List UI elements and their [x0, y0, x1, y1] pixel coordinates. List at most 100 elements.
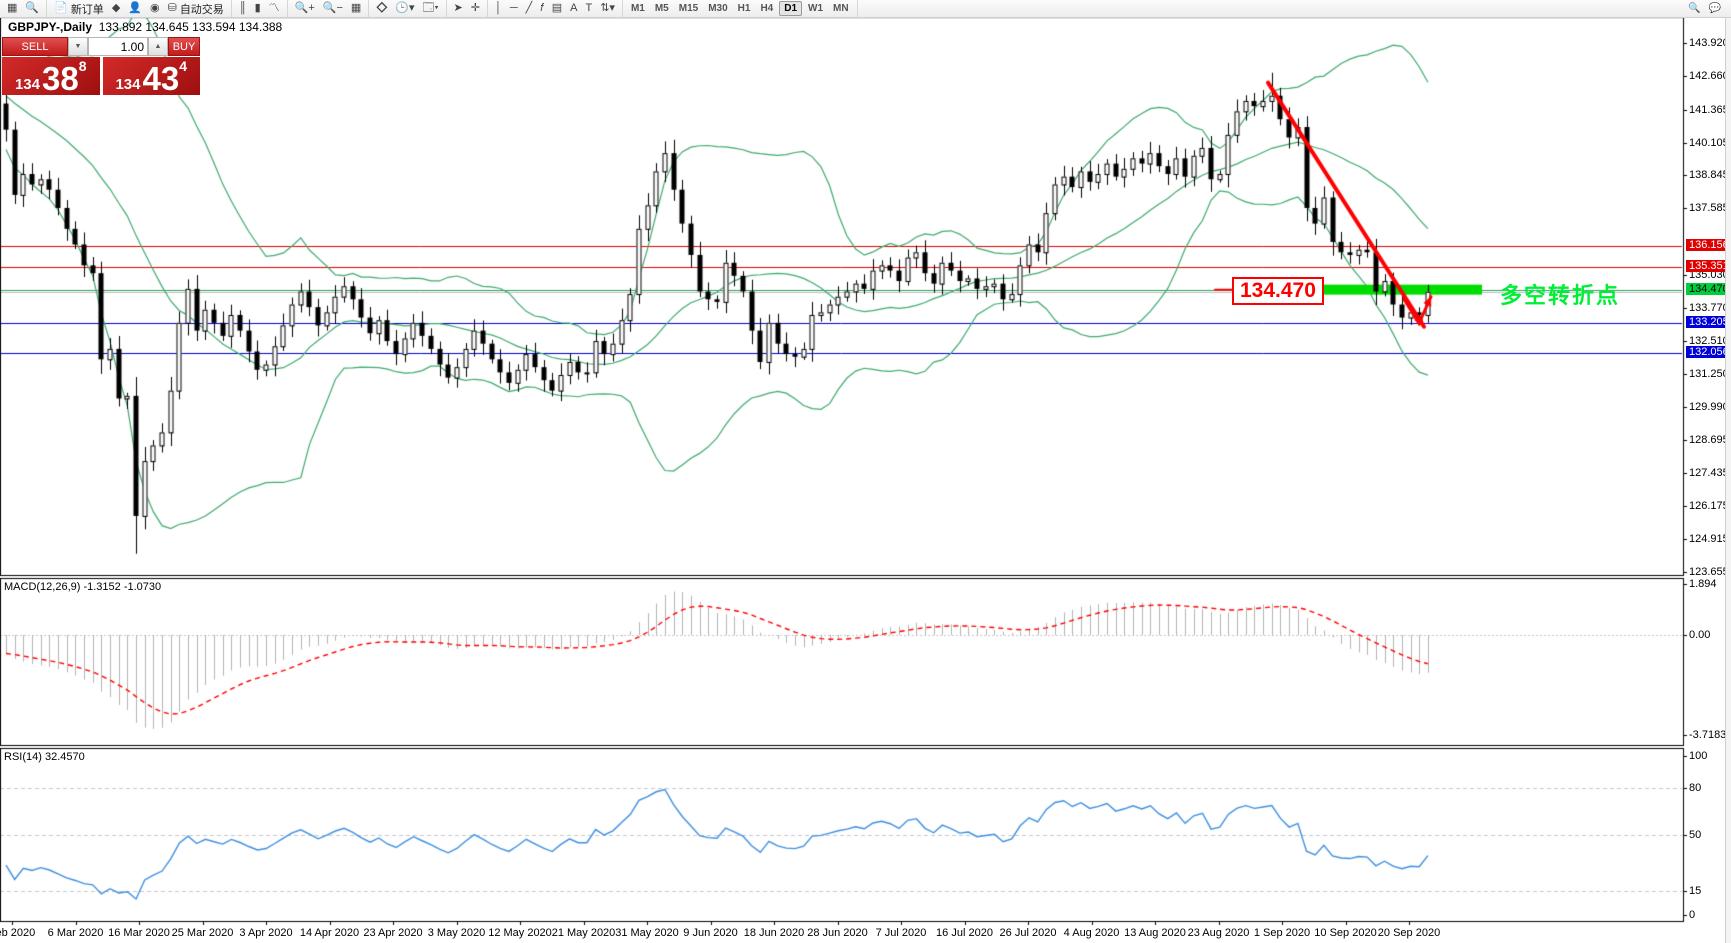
vertical-line-icon[interactable]: │	[492, 1, 505, 16]
price-tick-label: 138.845	[1689, 169, 1729, 182]
timeframe-w1[interactable]: W1	[808, 3, 824, 14]
new-order-button[interactable]: 📄 新订单	[51, 1, 107, 16]
price-level-label: 136.156	[1686, 238, 1731, 251]
rsi-level-label: 80	[1689, 782, 1702, 794]
search-icon[interactable]: 🔍	[1688, 3, 1701, 14]
horizontal-line-icon[interactable]: ─	[507, 1, 521, 16]
date-tick-label: 25 Mar 2020	[171, 927, 234, 939]
zoom-out-icon[interactable]: 🔍−	[320, 1, 346, 16]
timeframe-mn[interactable]: MN	[833, 3, 849, 14]
periods-icon[interactable]: 🕒▾	[392, 1, 417, 16]
toolbar-right: 🔍 💬	[1684, 1, 1731, 16]
zoom-in-icon[interactable]: 🔍+	[292, 1, 318, 16]
lot-increase-button[interactable]: ▲	[148, 37, 168, 56]
tile-windows-icon[interactable]: ▦	[348, 1, 364, 16]
data-window-icon[interactable]: ◆	[109, 1, 123, 16]
price-tick-label: 129.990	[1689, 400, 1729, 413]
cursor-icon[interactable]: ➤	[451, 1, 466, 16]
timeframe-m15[interactable]: M15	[678, 3, 699, 14]
date-tick-label: 10 Sep 2020	[1314, 927, 1377, 939]
date-tick-label: 23 Aug 2020	[1187, 927, 1250, 939]
tile-windows-icon: ▦	[350, 2, 362, 14]
timeframe-m1[interactable]: M1	[630, 3, 645, 14]
date-tick-label: 16 Mar 2020	[108, 927, 170, 939]
crosshair-icon[interactable]: ✛	[468, 1, 483, 16]
toolbar-group-5: ➤ ✛	[447, 0, 488, 17]
fibonacci-icon[interactable]: 𝑓	[537, 1, 546, 16]
timeframe-m30[interactable]: M30	[708, 3, 728, 14]
price-level-label: 132.056	[1686, 345, 1731, 358]
text-label-icon[interactable]: T	[582, 1, 595, 16]
periods-icon: 🕒▾	[395, 2, 415, 14]
templates-icon[interactable]: 🗔▾	[420, 1, 442, 16]
price-annotation-label[interactable]: 134.470	[1232, 277, 1324, 305]
signals-icon: ◉	[149, 2, 160, 14]
buy-big-figure: 134	[115, 76, 141, 93]
signals-icon[interactable]: ◉	[147, 1, 163, 16]
candlestick-chart-icon: ▮	[254, 2, 261, 14]
price-tick-label: 132.510	[1689, 334, 1729, 347]
ohlc-values: 133.892 134.645 133.594 134.388	[98, 20, 283, 34]
window-icon: ▦	[7, 2, 18, 14]
sell-price-box[interactable]: 134 38 8	[2, 57, 100, 95]
window-icon[interactable]: ▦	[4, 1, 20, 16]
autotrading-button[interactable]: ⛁ 自动交易	[165, 1, 227, 16]
price-tick-label: 128.695	[1689, 434, 1729, 447]
timeframe-group: M1 M5 M15 M30 H1 H4 D1 W1 MN	[623, 0, 858, 17]
buy-button[interactable]: BUY	[168, 37, 200, 56]
date-tick-label: 31 May 2020	[615, 927, 679, 939]
new-order-button: 📄	[54, 2, 68, 14]
timeframe-d1[interactable]: D1	[779, 1, 803, 16]
date-tick-label: Feb 2020	[0, 927, 36, 939]
trendline-icon[interactable]: ╱	[523, 1, 536, 16]
price-level-label: 133.205	[1686, 315, 1731, 328]
date-tick-label: 6 Mar 2020	[47, 927, 104, 939]
bar-chart-icon[interactable]: ║	[236, 1, 250, 16]
toolbar-group-3: 🔍+ 🔍− ▦	[288, 0, 370, 17]
macd-level-label: 0.00	[1689, 629, 1711, 641]
date-tick-label: 1 Sep 2020	[1253, 927, 1311, 939]
price-tick-label: 140.105	[1689, 136, 1729, 149]
toolbar-group-1: 📄 新订单 ◆ 👤 ◉ ⛁ 自动交易	[47, 0, 232, 17]
line-chart-icon: 〽	[268, 2, 280, 14]
date-tick-label: 9 Jun 2020	[683, 927, 738, 939]
turning-point-annotation[interactable]: 多空转折点	[1500, 283, 1621, 308]
lot-size-input[interactable]	[88, 37, 148, 56]
window-scrollbar-strip[interactable]	[1725, 17, 1731, 943]
text-label-icon: T	[585, 2, 593, 14]
price-tick-label: 137.585	[1689, 202, 1729, 215]
bar-chart-icon: ║	[238, 2, 247, 14]
arrows-icon[interactable]: ⇅▾	[597, 1, 618, 16]
date-tick-label: 12 May 2020	[488, 927, 552, 939]
chat-icon[interactable]: 💬	[1708, 3, 1721, 14]
date-tick-label: 18 Jun 2020	[743, 927, 805, 939]
sell-pipette: 8	[78, 58, 87, 74]
timeframe-h4[interactable]: H4	[760, 3, 774, 14]
toolbar-group-2: ║ ▮ 〽	[232, 0, 288, 17]
price-tick-label: 131.250	[1689, 367, 1729, 380]
price-tick-label: 127.435	[1689, 467, 1729, 480]
candlestick-chart-icon[interactable]: ▮	[252, 1, 264, 16]
lot-decrease-button[interactable]: ▼	[68, 37, 88, 56]
line-chart-icon[interactable]: 〽	[266, 1, 283, 16]
timeframe-m5[interactable]: M5	[654, 3, 669, 14]
buy-price-box[interactable]: 134 43 4	[102, 57, 200, 95]
market-watch-icon[interactable]: 🔍	[22, 1, 42, 16]
sell-button[interactable]: SELL	[2, 37, 68, 56]
price-tick-label: 142.660	[1689, 69, 1729, 82]
new-order-button-label: 新订单	[70, 3, 104, 16]
history-center-icon[interactable]: 👤	[125, 1, 145, 16]
indicators-icon[interactable]: 🮮	[373, 1, 390, 16]
text-icon[interactable]: A	[567, 1, 580, 16]
chart-title: GBPJPY-,Daily 133.892 134.645 133.594 13…	[8, 20, 282, 34]
channel-icon[interactable]: ▤	[549, 1, 565, 16]
date-tick-label: 3 May 2020	[427, 927, 486, 939]
price-tick-label: 135.030	[1689, 269, 1729, 282]
zoom-out-icon: 🔍−	[322, 2, 343, 14]
data-window-icon: ◆	[111, 2, 121, 14]
symbol-period-label: GBPJPY-,Daily	[8, 20, 93, 34]
rsi-level-label: 100	[1689, 750, 1708, 762]
date-tick-label: 26 Jul 2020	[999, 927, 1057, 939]
timeframe-h1[interactable]: H1	[737, 3, 751, 14]
